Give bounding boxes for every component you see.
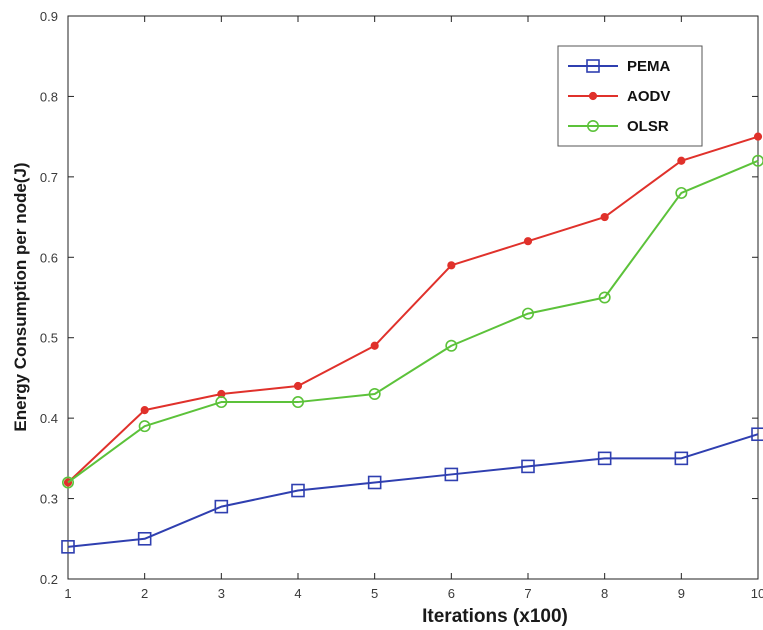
legend-marker-olsr [586, 120, 599, 133]
legend-label-pema: PEMA [627, 58, 671, 75]
y-tick-label: 0.9 [40, 9, 58, 24]
data-point-pema [674, 451, 689, 466]
x-tick-label: 4 [294, 586, 301, 601]
series-line-aodv [67, 135, 759, 484]
x-tick-label: 8 [601, 586, 608, 601]
data-point-aodv [293, 381, 303, 391]
x-axis-title: Iterations (x100) [422, 606, 568, 627]
axis-ticks: 1 2 3 4 5 6 7 8 9 10 0.2 0.3 0.4 0.5 0.6 0.7 0.8 0.9 [40, 9, 763, 601]
data-point-olsr [521, 307, 534, 320]
data-point-pema [367, 475, 382, 490]
x-tick-label: 2 [141, 586, 148, 601]
series-line-olsr [67, 159, 759, 484]
data-point-aodv [370, 341, 379, 350]
data-point-olsr [61, 476, 74, 489]
data-point-olsr [598, 291, 611, 304]
legend-marker-aodv [588, 91, 598, 101]
data-point-olsr [675, 186, 688, 199]
data-point-pema [751, 427, 763, 442]
x-tick-label: 9 [678, 586, 685, 601]
data-point-olsr [291, 396, 304, 409]
x-tick-label: 1 [64, 586, 71, 601]
x-tick-label: 3 [218, 586, 225, 601]
data-point-aodv [677, 156, 686, 165]
x-tick-label: 10 [751, 586, 763, 601]
y-tick-label: 0.5 [40, 331, 58, 346]
legend-marker-pema [586, 59, 600, 73]
data-point-pema [291, 483, 305, 498]
y-tick-label: 0.4 [40, 411, 58, 426]
data-point-aodv [753, 132, 763, 141]
data-point-pema [61, 540, 75, 554]
data-point-pema [521, 459, 535, 474]
series-aodv [63, 132, 763, 487]
legend-item-olsr: OLSR [568, 118, 669, 135]
series-pema [61, 427, 763, 554]
data-point-aodv [447, 261, 456, 270]
data-point-olsr [368, 388, 381, 401]
series-layer [61, 132, 763, 554]
data-point-olsr [752, 154, 763, 167]
y-tick-label: 0.8 [40, 89, 58, 104]
y-axis-title: Energy Consumption per node(J) [11, 162, 30, 431]
data-point-pema [597, 451, 612, 466]
legend: PEMA AODV OLSR [557, 45, 703, 147]
data-point-pema [137, 531, 152, 546]
legend-item-aodv: AODV [568, 88, 670, 105]
data-point-olsr [445, 339, 458, 352]
data-point-aodv [600, 212, 609, 222]
data-point-olsr [138, 420, 151, 433]
series-line-pema [67, 433, 759, 548]
data-point-pema [214, 499, 229, 514]
legend-label-olsr: OLSR [627, 118, 669, 135]
legend-item-pema: PEMA [568, 58, 671, 75]
y-tick-label: 0.7 [40, 170, 58, 185]
series-olsr [61, 154, 763, 489]
x-tick-label: 6 [448, 586, 455, 601]
x-tick-label: 7 [524, 586, 531, 601]
legend-label-aodv: AODV [627, 88, 670, 105]
data-point-aodv [523, 237, 533, 246]
y-tick-label: 0.3 [40, 492, 58, 507]
x-tick-label: 5 [371, 586, 378, 601]
data-point-aodv [140, 406, 149, 415]
data-point-pema [444, 467, 459, 482]
y-tick-label: 0.2 [40, 572, 58, 587]
y-tick-label: 0.6 [40, 250, 58, 265]
data-point-olsr [215, 396, 228, 409]
